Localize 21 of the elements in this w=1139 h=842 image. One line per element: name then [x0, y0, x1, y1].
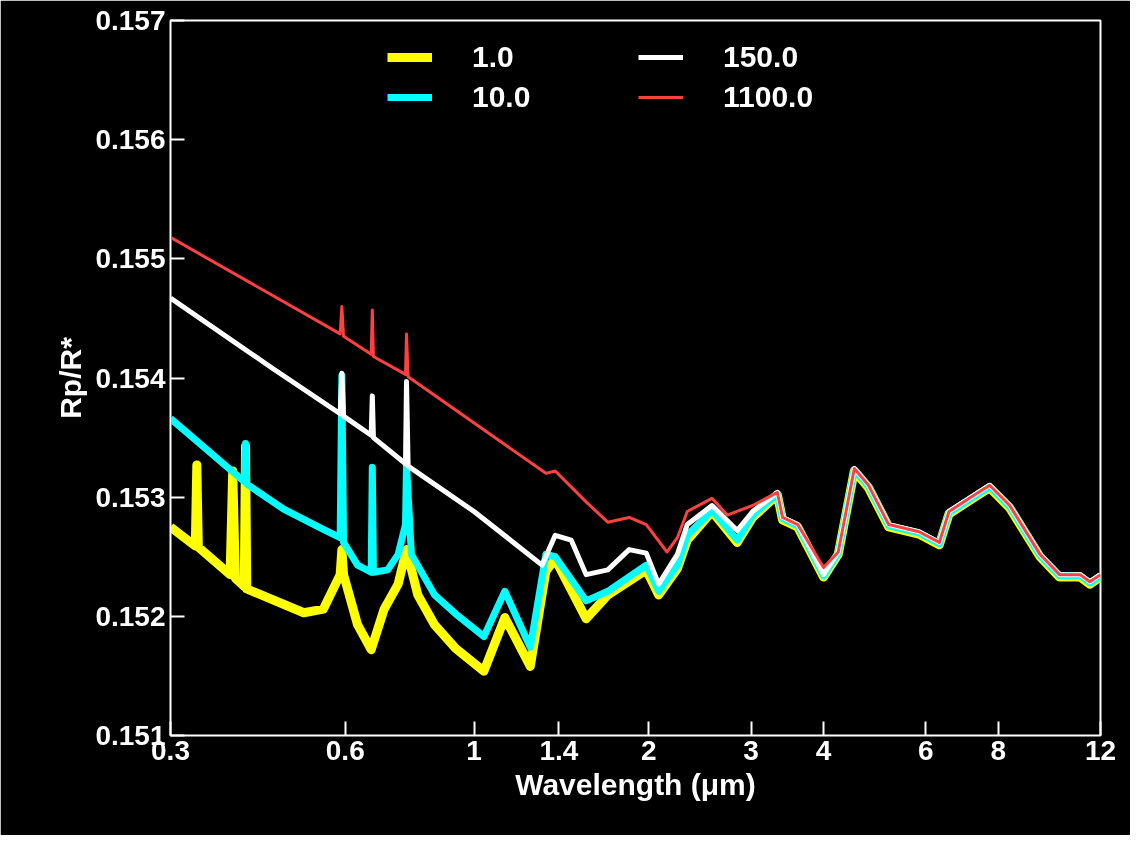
- x-tick-label: 6: [917, 734, 934, 766]
- x-tick-label: 2: [641, 734, 657, 766]
- x-tick-label: 3: [743, 734, 759, 766]
- x-tick-label: 0.6: [325, 734, 365, 766]
- x-tick-label: 1: [466, 734, 482, 766]
- y-tick-label: 0.156: [95, 124, 166, 156]
- y-tick-label: 0.157: [95, 5, 166, 36]
- y-tick-label: 0.154: [95, 362, 166, 394]
- y-tick-label: 0.155: [95, 243, 166, 275]
- x-tick-label: 4: [815, 734, 832, 766]
- x-tick-label: 12: [1084, 734, 1117, 766]
- y-tick-label: 0.153: [95, 481, 166, 513]
- x-tick-label: 1.4: [539, 734, 579, 766]
- y-tick-label: 0.152: [95, 600, 166, 632]
- x-axis-title: Wavelength (μm): [515, 767, 756, 801]
- legend-label: 1100.0: [723, 80, 815, 114]
- y-axis-title: Rp/R*: [54, 336, 88, 419]
- legend-label: 10.0: [472, 80, 532, 114]
- legend-label: 150.0: [723, 40, 800, 74]
- legend-label: 1.0: [472, 40, 515, 74]
- x-tick-label: 8: [990, 734, 1007, 766]
